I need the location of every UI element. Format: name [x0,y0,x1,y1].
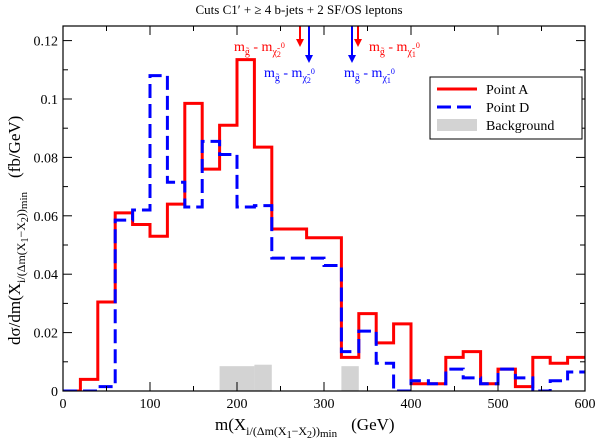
annotation-arrow-head [296,39,304,47]
legend: Point A Point D Background [429,76,583,140]
x-tick-label: 400 [401,397,422,412]
legend-swatch-background [437,119,477,131]
annotation-arrow-head [305,55,313,63]
annotation-label: mg̃ - mχ̃20 [234,40,285,59]
y-tick-label: 0.06 [34,210,59,225]
annotation-label: mg̃ - mχ̃20 [264,66,315,85]
y-tick-label: 0.02 [34,327,59,342]
legend-label: Point A [486,83,529,98]
x-axis: 0 100 200 300 400 500 600 [60,26,596,412]
y-tick-label: 0.12 [34,35,59,50]
annotation-label: mg̃ - mχ̃10 [344,66,395,85]
legend-label: Point D [486,101,529,116]
annotation-arrow-head [354,39,362,47]
x-tick-label: 200 [227,397,248,412]
y-tick-label: 0 [51,385,58,400]
annotation-label: mg̃ - mχ̃10 [369,40,420,59]
legend-label: Background [486,119,554,134]
series-line-point-d [63,74,585,391]
background-series [219,364,359,391]
background-bar [254,364,272,391]
x-tick-label: 100 [140,397,161,412]
y-axis-title: dσ/dm(Xi/(Δm(X1−X2))min(fb/GeV) [5,116,31,345]
chart-title-text: Cuts C1′ + ≥ 4 b-jets + 2 SF/OS leptons [195,2,402,17]
x-tick-label: 600 [575,397,596,412]
annotation-layer: mg̃ - mχ̃20 mg̃ - mχ̃20 mg̃ - mχ̃10 mg̃ - m… [234,26,420,85]
y-tick-label: 0.1 [41,93,59,108]
background-bar [341,366,359,391]
y-tick-label: 0.08 [34,151,59,166]
x-tick-label: 0 [60,397,67,412]
annotation-arrow-head [348,55,356,63]
chart-title: Cuts C1′ + ≥ 4 b-jets + 2 SF/OS leptons [195,2,402,17]
y-tick-label: 0.04 [34,268,59,283]
x-tick-label: 500 [488,397,509,412]
x-tick-label: 300 [314,397,335,412]
series-layer [63,58,585,391]
y-axis: 0 0.02 0.04 0.06 0.08 0.1 0.12 [34,35,585,400]
x-axis-title: m(Xi/(Δm(X1−X2))min (GeV) [215,415,395,440]
